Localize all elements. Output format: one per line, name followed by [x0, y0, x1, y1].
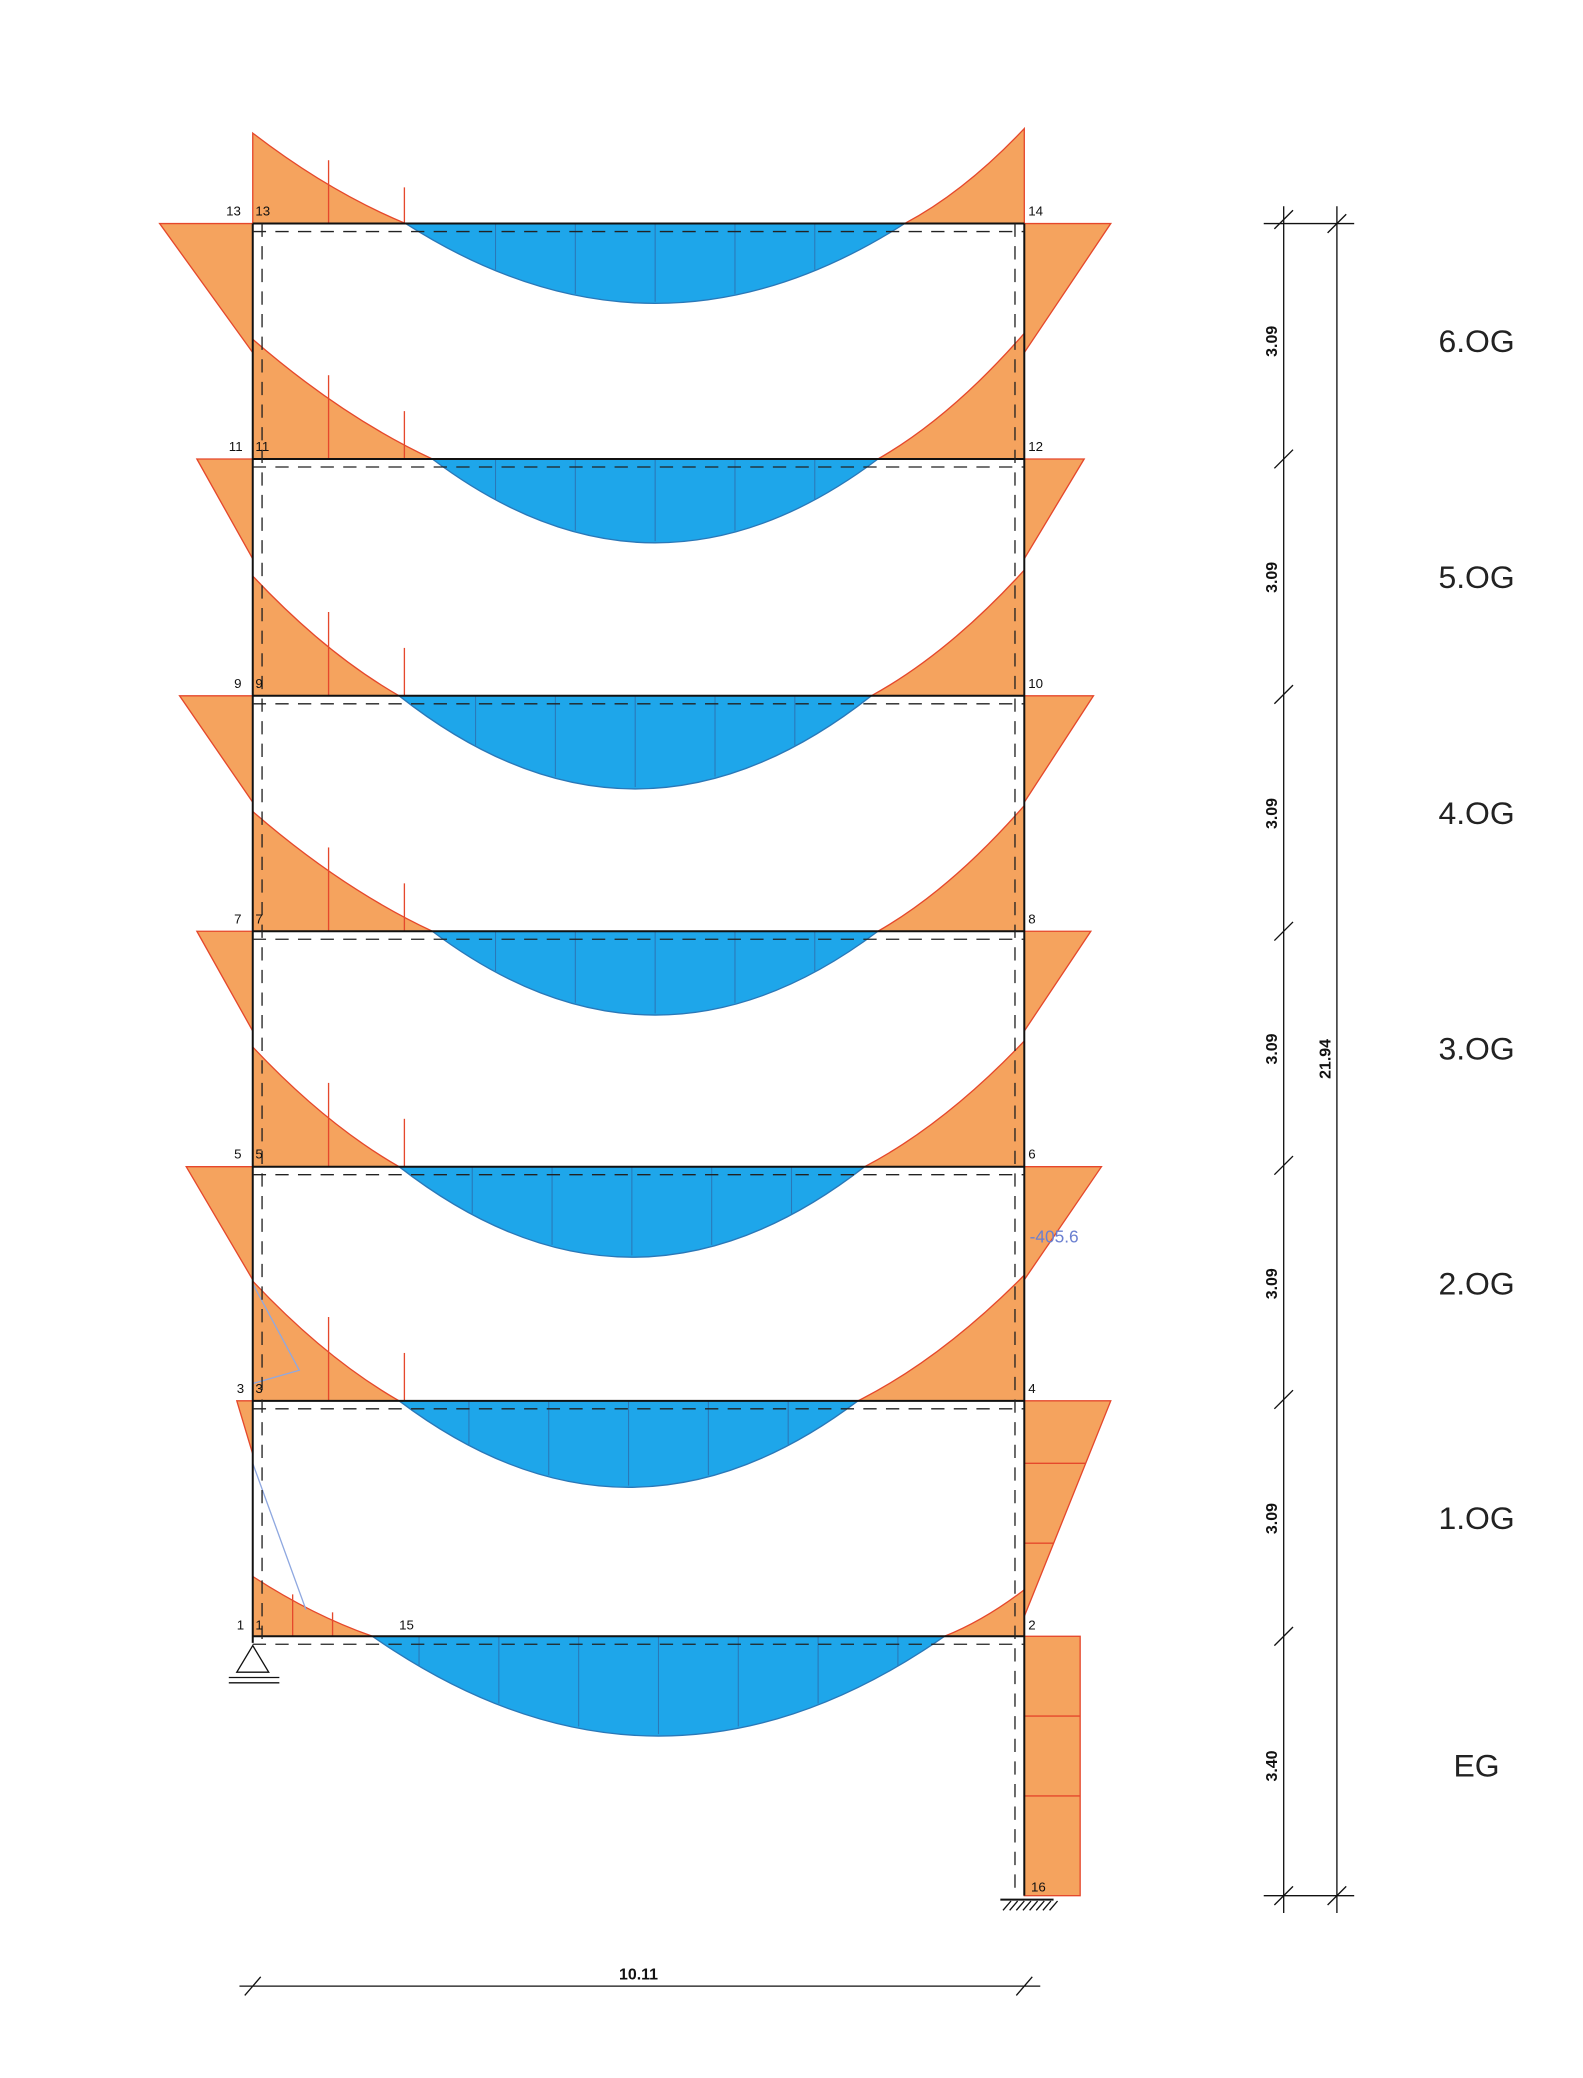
node-label: 13 [255, 204, 270, 219]
floor-label: 3.OG [1438, 1031, 1514, 1067]
node-label: 12 [1028, 439, 1043, 454]
dim-label: 3.09 [1264, 1503, 1281, 1534]
support [1022, 1900, 1032, 1911]
dim-tick [1273, 1885, 1294, 1906]
node-label: 1 [255, 1618, 262, 1633]
dim-label: 3.40 [1264, 1750, 1281, 1781]
node-label: 16 [1031, 1880, 1046, 1895]
node-label: 5 [234, 1147, 241, 1162]
moment-left [252, 1279, 402, 1402]
column-moment [1023, 695, 1095, 805]
annotation: -405.6 [1030, 1227, 1079, 1247]
dim-label: 10.11 [619, 1966, 658, 1983]
moment-left [252, 810, 433, 932]
dim-label: 21.94 [1317, 1039, 1334, 1079]
node-label: 11 [229, 439, 243, 454]
support [1015, 1900, 1025, 1911]
column-moment [1023, 930, 1093, 1034]
column-moment [1023, 222, 1113, 355]
dim-tick [1273, 1626, 1294, 1647]
dim-label: 3.09 [1264, 1268, 1281, 1299]
support [1029, 1900, 1039, 1911]
moment-left [252, 337, 433, 460]
node-label: 15 [399, 1618, 414, 1633]
moment-right [864, 1039, 1025, 1168]
moment-right [875, 803, 1025, 932]
column-moment [1023, 1400, 1112, 1617]
floor-label: 2.OG [1438, 1265, 1514, 1301]
node-label: 6 [1028, 1147, 1035, 1162]
node-label: 9 [234, 676, 241, 691]
node-label: 3 [255, 1381, 262, 1396]
floor-label: 6.OG [1438, 323, 1514, 359]
column-moment [1023, 1166, 1103, 1282]
dim-tick [1273, 449, 1294, 469]
moment-right [904, 126, 1025, 225]
node-label: 7 [255, 911, 262, 926]
dim-tick [1327, 213, 1347, 234]
moment-right [944, 1588, 1025, 1637]
column-moment [1023, 1635, 1081, 1897]
support [1009, 1900, 1019, 1911]
floor-label: 5.OG [1438, 559, 1514, 595]
column-moment [235, 1400, 254, 1455]
dim-tick [1273, 684, 1294, 705]
moment-right [870, 568, 1025, 697]
node-label: 3 [237, 1381, 244, 1396]
node-label: 11 [255, 439, 269, 454]
node-label: 9 [255, 676, 262, 691]
dim-tick [1273, 1155, 1294, 1176]
column-moment [1023, 458, 1086, 562]
node-label: 4 [1028, 1381, 1035, 1396]
dim-tick [1273, 1389, 1294, 1410]
column-moment [195, 930, 254, 1034]
support [1049, 1900, 1059, 1911]
node-label: 10 [1028, 676, 1043, 691]
support [1002, 1900, 1012, 1911]
floor-label: EG [1454, 1748, 1500, 1784]
node-label: 2 [1028, 1618, 1035, 1633]
moment-right [857, 1273, 1025, 1402]
dim-label: 3.09 [1264, 562, 1281, 593]
column-moment [195, 458, 254, 562]
moment-left [252, 1575, 373, 1637]
node-label: 8 [1028, 911, 1035, 926]
floor-label: 4.OG [1438, 795, 1514, 831]
node-label: 13 [226, 204, 241, 219]
moment-left [252, 1045, 402, 1168]
dim-tick [1327, 1885, 1347, 1906]
moment-left [252, 574, 402, 697]
dim-label: 3.09 [1264, 326, 1281, 357]
column-moment [185, 1166, 254, 1283]
support [1035, 1900, 1045, 1911]
node-label: 7 [234, 911, 241, 926]
node-label: 5 [255, 1147, 262, 1162]
dim-label: 3.09 [1264, 798, 1281, 829]
support [1042, 1900, 1052, 1911]
support [235, 1644, 270, 1673]
column-moment [178, 695, 254, 805]
dim-tick [1273, 921, 1294, 942]
moment-right [875, 331, 1025, 460]
floor-label: 1.OG [1438, 1500, 1514, 1536]
dim-tick [1273, 209, 1294, 230]
column-moment [158, 222, 254, 355]
dim-tick [1015, 1976, 1033, 1996]
node-label: 1 [237, 1618, 244, 1633]
node-label: 14 [1028, 204, 1043, 219]
dim-tick [244, 1976, 262, 1996]
dim-label: 3.09 [1264, 1033, 1281, 1064]
